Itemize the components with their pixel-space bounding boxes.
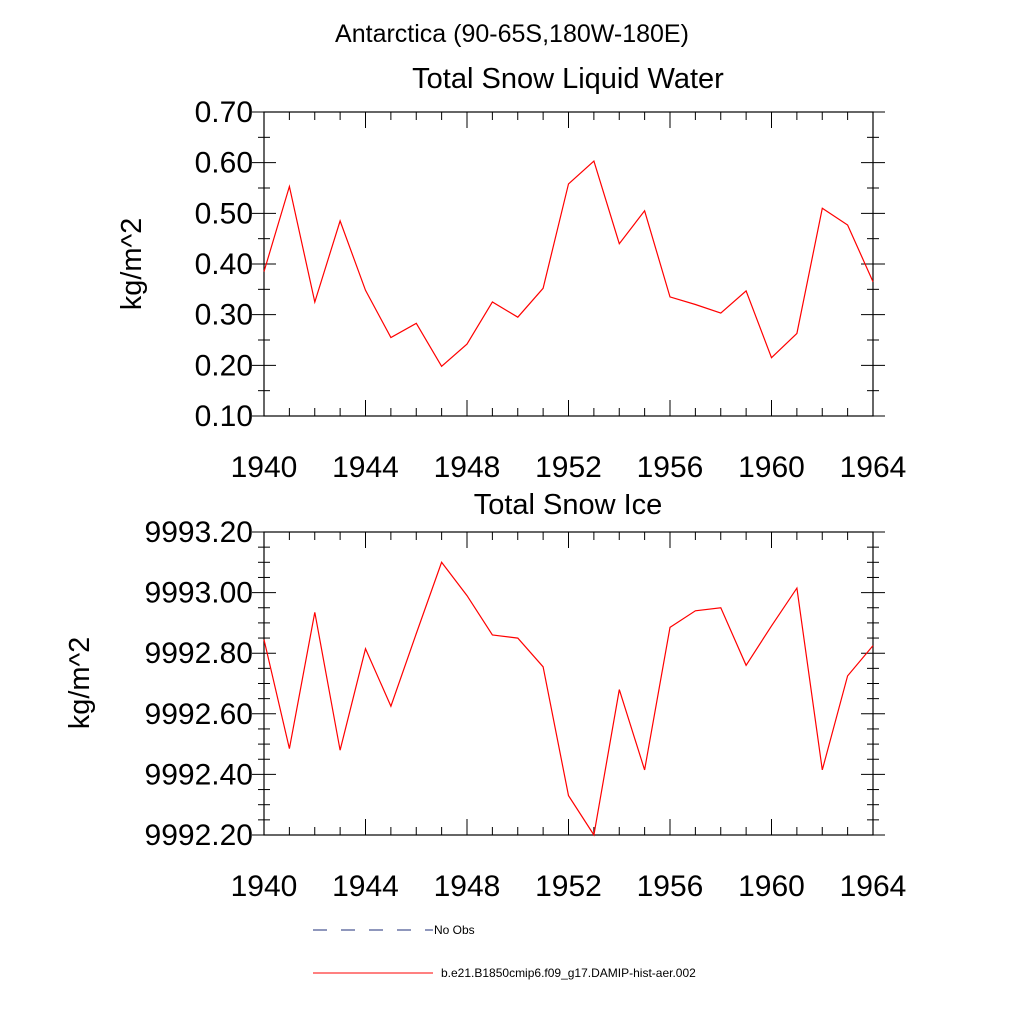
data-point — [846, 223, 849, 226]
x-tick-label: 1948 — [434, 870, 501, 903]
y-tick-label: 9992.60 — [145, 698, 253, 731]
y-tick-label: 0.30 — [195, 299, 253, 332]
x-tick-label: 1956 — [637, 451, 704, 484]
data-point — [364, 289, 367, 292]
data-point — [440, 365, 443, 368]
panel-title: Total Snow Liquid Water — [412, 63, 724, 95]
x-tick-label: 1952 — [535, 451, 602, 484]
data-point — [415, 632, 418, 635]
data-point — [643, 209, 646, 212]
data-point — [516, 637, 519, 640]
x-tick-label: 1940 — [231, 451, 298, 484]
figure-title: Antarctica (90-65S,180W-180E) — [335, 20, 689, 48]
x-tick-label: 1964 — [840, 870, 907, 903]
data-point — [491, 634, 494, 637]
y-tick-label: 9992.20 — [145, 819, 253, 852]
legend-series-label: b.e21.B1850cmip6.f09_g17.DAMIP-hist-aer.… — [441, 966, 696, 980]
data-point — [795, 587, 798, 590]
data-point — [821, 207, 824, 210]
data-point — [339, 749, 342, 752]
legend: No Obs b.e21.B1850cmip6.f09_g17.DAMIP-hi… — [313, 923, 696, 980]
data-point — [263, 638, 266, 641]
panel-snow-ice: Total Snow Ice kg/m^2 1940 1944 1948 1952 19… — [64, 489, 906, 903]
x-tick-label: 1948 — [434, 451, 501, 484]
y-tick-label: 0.10 — [195, 400, 253, 433]
data-point — [770, 624, 773, 627]
data-point — [466, 343, 469, 346]
y-axis-label: kg/m^2 — [64, 637, 96, 730]
x-tick-label: 1960 — [738, 870, 805, 903]
y-tick-label: 0.70 — [195, 96, 253, 129]
data-point — [669, 626, 672, 629]
series-line — [263, 160, 874, 368]
data-point — [618, 242, 621, 245]
data-point — [491, 301, 494, 304]
panel-title: Total Snow Ice — [474, 489, 663, 521]
data-point — [313, 301, 316, 304]
data-point — [313, 611, 316, 614]
legend-no-obs-label: No Obs — [434, 923, 475, 937]
data-point — [643, 768, 646, 771]
y-tick-label: 9993.20 — [145, 516, 253, 549]
x-tick-label: 1952 — [535, 870, 602, 903]
data-point — [719, 312, 722, 315]
data-point — [694, 303, 697, 306]
data-point — [694, 609, 697, 612]
y-tick-label: 9992.40 — [145, 758, 253, 791]
x-tick-label: 1944 — [332, 451, 399, 484]
data-point — [618, 688, 621, 691]
data-point — [542, 287, 545, 290]
data-point — [872, 644, 875, 647]
y-tick-label: 9993.00 — [145, 577, 253, 610]
data-point — [770, 356, 773, 359]
data-point — [263, 270, 266, 273]
panel-liquid-water: Total Snow Liquid Water kg/m^2 1940 1944 1… — [116, 63, 906, 484]
data-point — [592, 160, 595, 163]
data-point — [339, 219, 342, 222]
x-tick-label: 1956 — [637, 870, 704, 903]
data-point — [542, 665, 545, 668]
data-point — [592, 834, 595, 837]
y-tick-label: 0.50 — [195, 197, 253, 230]
data-point — [466, 594, 469, 597]
y-axis-label: kg/m^2 — [116, 218, 148, 311]
plot-frame — [263, 531, 874, 836]
x-tick-label: 1960 — [738, 451, 805, 484]
y-tick-label: 0.40 — [195, 248, 253, 281]
y-tick-label: 9992.80 — [145, 637, 253, 670]
data-point — [745, 664, 748, 667]
data-point — [364, 647, 367, 650]
x-tick-label: 1940 — [231, 870, 298, 903]
series-line — [263, 561, 874, 837]
data-point — [516, 316, 519, 319]
data-point — [389, 705, 392, 708]
x-tick-label: 1944 — [332, 870, 399, 903]
data-point — [567, 182, 570, 185]
data-point — [567, 794, 570, 797]
data-point — [719, 606, 722, 609]
data-point — [669, 295, 672, 298]
data-point — [415, 322, 418, 325]
data-point — [872, 280, 875, 283]
data-point — [795, 332, 798, 335]
x-tick-label: 1964 — [840, 451, 907, 484]
data-point — [440, 561, 443, 564]
data-point — [846, 674, 849, 677]
data-point — [288, 747, 291, 750]
data-point — [288, 185, 291, 188]
data-point — [821, 768, 824, 771]
data-point — [745, 289, 748, 292]
y-tick-label: 0.60 — [195, 147, 253, 180]
data-point — [389, 336, 392, 339]
y-tick-label: 0.20 — [195, 349, 253, 382]
